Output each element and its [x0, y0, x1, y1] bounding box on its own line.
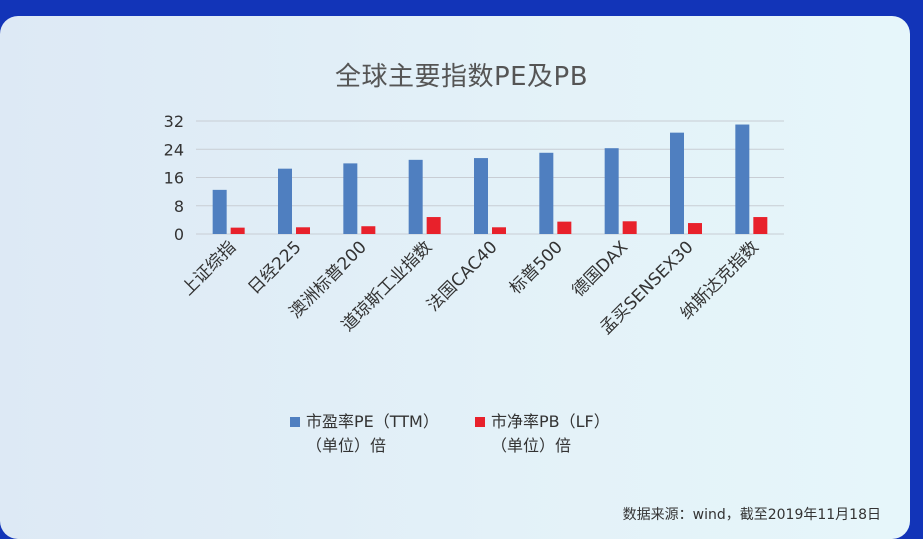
bar-pe — [278, 168, 292, 234]
legend-swatch-pb — [475, 417, 485, 427]
x-tick-label: 标普500 — [506, 237, 567, 298]
x-tick-label: 德国DAX — [569, 237, 633, 301]
y-tick-label: 16 — [164, 169, 184, 188]
bar-pe — [343, 163, 358, 234]
bar-pe — [604, 148, 619, 234]
y-tick-label: 24 — [164, 140, 184, 159]
legend-label-pb: 市净率PB（LF） （单位）倍 — [491, 412, 610, 455]
y-tick-label: 32 — [164, 112, 184, 131]
bar-pb — [361, 226, 376, 234]
y-tick-label: 8 — [174, 197, 184, 216]
bar-pb — [492, 227, 506, 234]
bar-pb — [557, 221, 572, 234]
legend-label-pe: 市盈率PE（TTM） （单位）倍 — [306, 412, 439, 455]
bar-pb — [296, 227, 310, 234]
legend-swatch-pe — [290, 417, 300, 427]
bar-pb — [230, 227, 245, 234]
bar-pb — [622, 221, 637, 234]
legend-item-pe: 市盈率PE（TTM） （单位）倍 — [290, 410, 439, 458]
bar-pe — [408, 159, 423, 234]
x-tick-label: 日经225 — [244, 237, 305, 298]
bar-pe — [735, 124, 750, 234]
bar-pe — [670, 132, 684, 234]
y-tick-label: 0 — [174, 225, 184, 244]
x-tick-label: 法国CAC40 — [423, 237, 501, 315]
bar-pb — [688, 223, 702, 234]
bar-pb — [426, 217, 441, 234]
x-tick-label: 上证综指 — [178, 237, 240, 299]
chart-card — [0, 16, 910, 539]
bar-pb — [753, 217, 768, 234]
bar-pe — [212, 189, 227, 234]
legend-item-pb: 市净率PB（LF） （单位）倍 — [475, 410, 610, 458]
chart-title: 全球主要指数PE及PB — [334, 62, 589, 92]
bar-pe — [539, 152, 554, 234]
source-note: 数据来源：wind，截至2019年11月18日 — [622, 507, 881, 523]
bar-pe — [474, 158, 488, 234]
